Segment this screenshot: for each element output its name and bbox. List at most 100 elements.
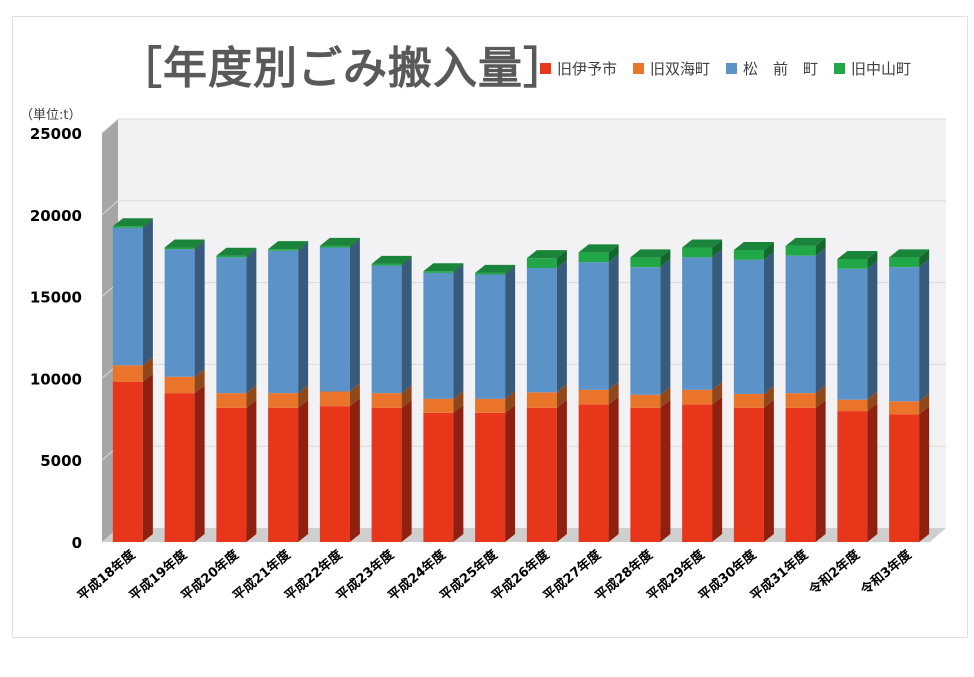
bar-segment-side	[349, 239, 360, 392]
gridline-5	[101, 118, 946, 134]
bar-segment-side	[142, 218, 153, 228]
bar-segment-side	[763, 399, 774, 542]
legend-swatch-kyu-nakayama	[834, 63, 846, 74]
bar-segment	[475, 398, 506, 413]
bar-segment-side	[556, 250, 567, 268]
bar-segment-side	[194, 385, 205, 542]
chart-legend: 旧伊予市 旧双海町 松 前 町 旧中山町	[540, 58, 911, 79]
bar-top-face	[682, 239, 723, 248]
bar-segment	[112, 226, 143, 228]
bar-segment	[319, 391, 350, 407]
bar-segment	[268, 250, 299, 394]
y-tick-label: 15000	[30, 289, 82, 307]
bar-segment-side	[815, 237, 826, 256]
bar-top-face	[319, 237, 360, 246]
bar-segment	[837, 399, 868, 412]
bar-top-face	[578, 244, 619, 253]
legend-label-kyu-iyoshi: 旧伊予市	[557, 60, 618, 78]
bar-segment	[475, 272, 506, 275]
bar-segment-side	[298, 242, 309, 394]
bar-segment-side	[349, 383, 360, 407]
legend-swatch-kyu-futami	[633, 63, 645, 74]
bar-segment-side	[298, 241, 309, 251]
bar-segment	[216, 255, 247, 258]
bar-segment-side	[712, 396, 723, 542]
bar-segment-side	[919, 259, 930, 402]
bar-segment	[526, 258, 557, 268]
bar-segment-side	[712, 249, 723, 390]
bar-top-face	[785, 237, 826, 246]
bar-segment-side	[867, 403, 878, 542]
bar-segment	[216, 257, 247, 394]
bar-segment-side	[556, 384, 567, 408]
bar-segment	[216, 393, 247, 408]
bar-segment	[371, 263, 402, 266]
legend-label-masaki: 松 前 町	[743, 60, 819, 78]
bar-segment-side	[815, 399, 826, 542]
bar-top-face	[733, 241, 774, 250]
bar-segment	[423, 398, 454, 413]
bar-segment-side	[763, 251, 774, 394]
bar-segment-side	[556, 259, 567, 393]
bar-segment	[164, 249, 195, 377]
bar-segment	[268, 249, 299, 251]
bar-top-face	[423, 263, 464, 272]
bar-segment-side	[815, 247, 826, 394]
bar-segment-side	[919, 249, 930, 268]
bar-segment-side	[142, 219, 153, 366]
bar-segment	[733, 249, 764, 260]
bar-top-face	[526, 250, 567, 259]
bar-segment	[785, 407, 816, 542]
bar-segment	[319, 247, 350, 392]
bar-segment	[526, 267, 557, 393]
bar-segment-side	[505, 266, 516, 399]
bar-segment	[423, 272, 454, 399]
bar-segment-side	[401, 399, 412, 542]
bar-segment	[268, 407, 299, 542]
bar-segment-side	[246, 249, 257, 394]
bar-segment-side	[660, 249, 671, 268]
bar-segment	[682, 389, 713, 405]
bar-top-face	[216, 247, 257, 256]
bar-segment-side	[608, 396, 619, 542]
bar-segment-side	[246, 385, 257, 408]
bar-segment-side	[712, 239, 723, 258]
bar-segment-side	[763, 241, 774, 260]
y-tick-label: 5000	[40, 452, 82, 470]
bar-segment	[164, 247, 195, 250]
bar-segment-side	[919, 406, 930, 542]
bar-top-face	[889, 249, 930, 258]
x-tick-label: 令和3年度	[858, 546, 916, 598]
bar-segment	[578, 262, 609, 390]
bar-segment-side	[660, 259, 671, 395]
bar-segment-side	[505, 390, 516, 413]
bar-segment	[889, 257, 920, 268]
bar-segment-side	[194, 368, 205, 394]
bar-segment	[733, 407, 764, 542]
bar-segment-side	[246, 399, 257, 542]
bar-segment-side	[608, 244, 619, 263]
bar-segment	[837, 268, 868, 400]
bar-segment	[630, 257, 661, 268]
bar-segment	[837, 258, 868, 269]
bar-segment	[216, 407, 247, 542]
bar-segment	[578, 389, 609, 405]
bar-segment-side	[608, 381, 619, 405]
bar-segment	[889, 414, 920, 542]
bar-segment-side	[298, 399, 309, 542]
bar-segment	[578, 252, 609, 263]
bar-top-face	[371, 255, 412, 264]
bar-segment-side	[142, 357, 153, 382]
bar-segment-side	[608, 254, 619, 390]
bar-segment-side	[867, 391, 878, 412]
legend-swatch-masaki	[726, 63, 738, 74]
gridline-4	[101, 200, 946, 216]
chart-title: ［年度別ごみ搬入量］	[118, 43, 568, 94]
bar-segment-side	[194, 239, 205, 250]
bar-segment	[785, 245, 816, 256]
bar-segment-side	[453, 263, 464, 273]
bar-segment	[526, 407, 557, 542]
bar-top-face	[268, 241, 309, 250]
y-tick-label: 0	[72, 534, 82, 552]
